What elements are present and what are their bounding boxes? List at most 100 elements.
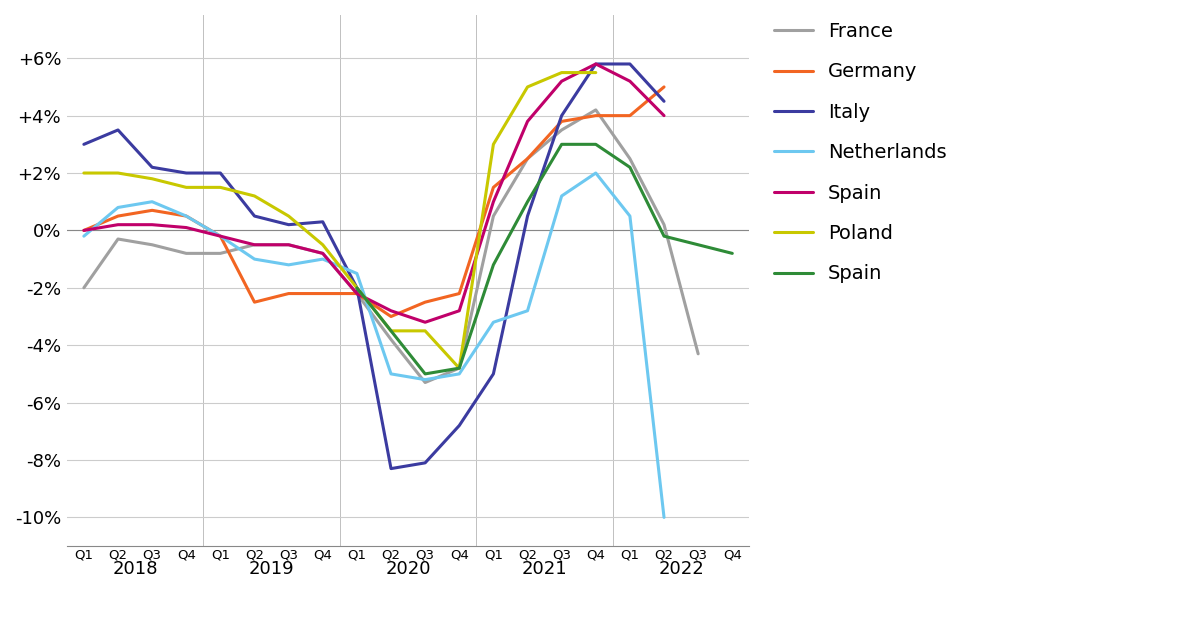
Italy — [247, 213, 262, 220]
Germany — [316, 290, 330, 298]
Netherlands — [316, 255, 330, 263]
Germany — [452, 290, 467, 298]
Netherlands — [486, 318, 500, 326]
Poland — [349, 284, 364, 292]
Spain — [110, 221, 125, 229]
Spain — [418, 318, 432, 326]
Spain — [316, 249, 330, 257]
Text: 2021: 2021 — [522, 560, 568, 578]
Germany — [418, 298, 432, 306]
Germany — [554, 117, 569, 125]
Italy — [588, 60, 602, 68]
Spain — [588, 140, 602, 148]
France — [110, 235, 125, 243]
Spain — [145, 221, 160, 229]
Italy — [349, 284, 364, 292]
Italy — [214, 169, 228, 177]
Line: Netherlands: Netherlands — [84, 173, 664, 517]
Spain — [554, 140, 569, 148]
Italy — [418, 459, 432, 467]
Netherlands — [554, 192, 569, 200]
Italy — [521, 213, 535, 220]
Netherlands — [77, 232, 91, 240]
Spain — [179, 223, 193, 231]
Netherlands — [214, 232, 228, 240]
Spain — [623, 77, 637, 85]
Germany — [384, 312, 398, 320]
Germany — [110, 213, 125, 220]
France — [691, 350, 706, 357]
Netherlands — [282, 261, 296, 269]
Netherlands — [521, 307, 535, 315]
Spain — [349, 284, 364, 292]
Netherlands — [384, 370, 398, 378]
Italy — [77, 140, 91, 148]
Netherlands — [349, 270, 364, 278]
Netherlands — [452, 370, 467, 378]
Spain — [691, 241, 706, 249]
Text: 2018: 2018 — [113, 560, 158, 578]
Netherlands — [418, 376, 432, 384]
Poland — [521, 83, 535, 91]
Spain — [247, 241, 262, 249]
France — [623, 155, 637, 162]
Italy — [179, 169, 193, 177]
Germany — [247, 298, 262, 306]
Spain — [521, 117, 535, 125]
Poland — [452, 365, 467, 372]
Spain — [384, 327, 398, 335]
Netherlands — [110, 204, 125, 211]
Germany — [349, 290, 364, 298]
Germany — [77, 227, 91, 234]
Line: Italy: Italy — [84, 64, 664, 469]
Spain — [349, 290, 364, 298]
Netherlands — [145, 198, 160, 205]
Spain — [554, 77, 569, 85]
Spain — [623, 164, 637, 171]
Spain — [486, 261, 500, 269]
Germany — [145, 207, 160, 214]
Poland — [554, 69, 569, 77]
France — [179, 249, 193, 257]
Italy — [554, 112, 569, 120]
Germany — [486, 184, 500, 191]
Italy — [623, 60, 637, 68]
Spain — [521, 198, 535, 205]
France — [656, 221, 671, 229]
Germany — [588, 112, 602, 120]
Line: Germany: Germany — [84, 87, 664, 316]
Spain — [384, 307, 398, 315]
Poland — [316, 241, 330, 249]
Spain — [418, 370, 432, 378]
Line: Poland: Poland — [84, 73, 664, 431]
Spain — [77, 227, 91, 234]
France — [588, 106, 602, 114]
Spain — [486, 198, 500, 205]
Netherlands — [247, 255, 262, 263]
Spain — [282, 241, 296, 249]
Italy — [656, 97, 671, 105]
Poland — [486, 140, 500, 148]
France — [214, 249, 228, 257]
Italy — [452, 422, 467, 430]
Germany — [179, 213, 193, 220]
Spain — [452, 365, 467, 372]
Poland — [384, 327, 398, 335]
Poland — [77, 169, 91, 177]
France — [77, 284, 91, 292]
Poland — [418, 327, 432, 335]
Spain — [656, 112, 671, 120]
Italy — [145, 164, 160, 171]
Poland — [282, 213, 296, 220]
Netherlands — [179, 213, 193, 220]
Line: Spain: Spain — [84, 64, 664, 322]
Germany — [214, 232, 228, 240]
Germany — [282, 290, 296, 298]
Italy — [384, 465, 398, 473]
Italy — [110, 126, 125, 134]
Netherlands — [588, 169, 602, 177]
Germany — [521, 155, 535, 162]
Text: 2020: 2020 — [385, 560, 431, 578]
Germany — [656, 83, 671, 91]
France — [384, 336, 398, 343]
